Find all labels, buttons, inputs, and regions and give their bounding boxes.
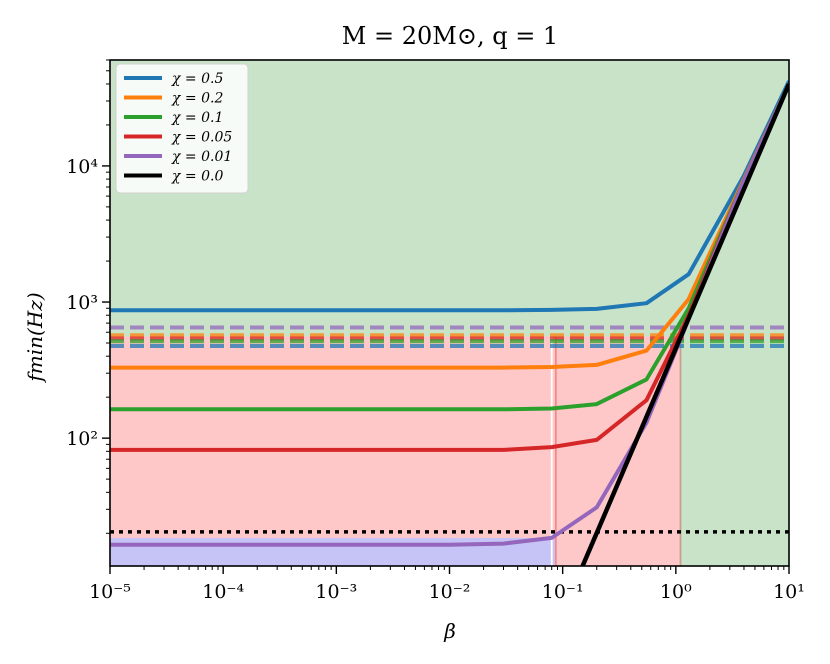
y-tick-label: 10⁴: [66, 156, 98, 178]
x-tick-label: 10⁻⁵: [89, 581, 131, 603]
plot-frame: [109, 59, 790, 567]
x-tick-label: 10⁻²: [429, 581, 471, 603]
legend-label-3: χ = 0.05: [171, 130, 232, 146]
legend-label-4: χ = 0.01: [171, 149, 232, 165]
legend: χ = 0.5 χ = 0.2 χ = 0.1 χ = 0.05 χ = 0.01 χ =…: [115, 63, 249, 194]
series-line-1: [110, 83, 789, 370]
legend-label-1: χ = 0.2: [171, 91, 223, 107]
legend-label-0: χ = 0.5: [171, 71, 223, 87]
tick-labels: 10⁻⁵ 10⁻⁴ 10⁻³ 10⁻² 10⁻¹ 10⁰ 10¹ 10² 10³ 10⁴: [66, 156, 805, 603]
x-tick-label: 10⁰: [660, 581, 692, 603]
y-tick-label: 10²: [66, 428, 98, 450]
y-tick-label: 10³: [66, 292, 98, 314]
chart-title: M = 20M⊙, q = 1: [342, 22, 558, 50]
y-axis-label: fmin(Hz): [23, 292, 47, 383]
x-axis-label: β: [443, 619, 456, 643]
legend-label-5: χ = 0.0: [171, 169, 223, 185]
x-tick-label: 10⁻¹: [542, 581, 584, 603]
legend-label-2: χ = 0.1: [171, 110, 223, 126]
x-tick-label: 10⁻⁴: [202, 581, 244, 603]
series-lines: [110, 80, 789, 566]
series-line-zero: [580, 83, 789, 566]
x-tick-label: 10⁻³: [315, 581, 357, 603]
series-line-0: [110, 80, 789, 313]
x-tick-label: 10¹: [773, 581, 805, 603]
